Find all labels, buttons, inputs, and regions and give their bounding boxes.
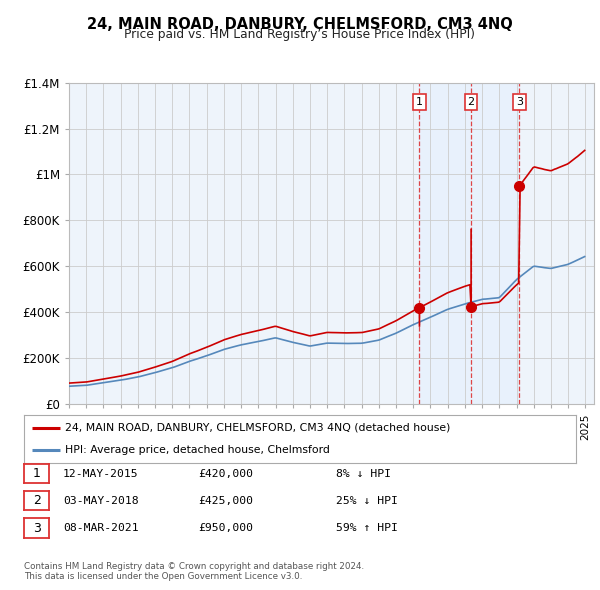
Text: 8% ↓ HPI: 8% ↓ HPI xyxy=(336,468,391,478)
Text: 2: 2 xyxy=(32,494,41,507)
Text: 2: 2 xyxy=(467,97,475,107)
Text: 59% ↑ HPI: 59% ↑ HPI xyxy=(336,523,398,533)
Text: £425,000: £425,000 xyxy=(198,496,253,506)
Text: £950,000: £950,000 xyxy=(198,523,253,533)
Text: 24, MAIN ROAD, DANBURY, CHELMSFORD, CM3 4NQ: 24, MAIN ROAD, DANBURY, CHELMSFORD, CM3 … xyxy=(87,17,513,31)
Text: HPI: Average price, detached house, Chelmsford: HPI: Average price, detached house, Chel… xyxy=(65,445,330,455)
Text: 1: 1 xyxy=(416,97,423,107)
Text: 08-MAR-2021: 08-MAR-2021 xyxy=(63,523,139,533)
Text: 24, MAIN ROAD, DANBURY, CHELMSFORD, CM3 4NQ (detached house): 24, MAIN ROAD, DANBURY, CHELMSFORD, CM3 … xyxy=(65,423,451,433)
Text: £420,000: £420,000 xyxy=(198,468,253,478)
Text: Price paid vs. HM Land Registry’s House Price Index (HPI): Price paid vs. HM Land Registry’s House … xyxy=(125,28,476,41)
Text: 12-MAY-2015: 12-MAY-2015 xyxy=(63,468,139,478)
Text: Contains HM Land Registry data © Crown copyright and database right 2024.: Contains HM Land Registry data © Crown c… xyxy=(24,562,364,571)
Text: This data is licensed under the Open Government Licence v3.0.: This data is licensed under the Open Gov… xyxy=(24,572,302,581)
Text: 3: 3 xyxy=(516,97,523,107)
Text: 03-MAY-2018: 03-MAY-2018 xyxy=(63,496,139,506)
Text: 3: 3 xyxy=(32,522,41,535)
Bar xyxy=(419,83,520,404)
Text: 1: 1 xyxy=(32,467,41,480)
Text: 25% ↓ HPI: 25% ↓ HPI xyxy=(336,496,398,506)
